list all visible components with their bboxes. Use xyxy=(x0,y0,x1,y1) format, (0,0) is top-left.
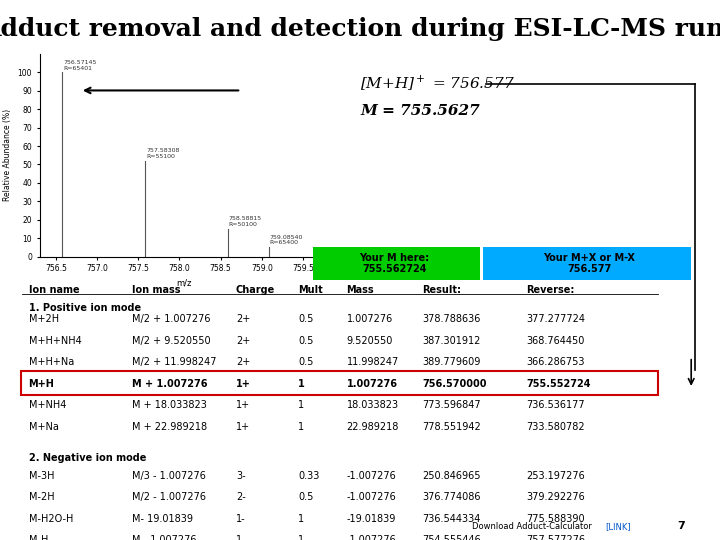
Text: 736.544334: 736.544334 xyxy=(423,514,481,524)
Text: 778.551942: 778.551942 xyxy=(423,422,481,431)
Text: 1: 1 xyxy=(298,514,305,524)
Text: 0.5: 0.5 xyxy=(298,336,313,346)
FancyBboxPatch shape xyxy=(483,247,695,280)
Text: 389.779609: 389.779609 xyxy=(423,357,481,367)
Text: 2+: 2+ xyxy=(236,336,250,346)
Text: 0.5: 0.5 xyxy=(298,314,313,324)
Text: M/2 - 1.007276: M/2 - 1.007276 xyxy=(132,492,206,502)
Text: -19.01839: -19.01839 xyxy=(346,514,396,524)
Text: 1: 1 xyxy=(298,379,305,389)
Text: 1: 1 xyxy=(298,535,305,540)
Text: M+2H: M+2H xyxy=(29,314,58,324)
Text: 9.520550: 9.520550 xyxy=(346,336,393,346)
Text: -1.007276: -1.007276 xyxy=(346,492,396,502)
Text: 368.764450: 368.764450 xyxy=(526,336,585,346)
Text: 0.5: 0.5 xyxy=(298,492,313,502)
Text: Charge: Charge xyxy=(236,285,275,295)
Text: 1-: 1- xyxy=(236,535,246,540)
Text: 250.846965: 250.846965 xyxy=(423,471,481,481)
Text: M-H2O-H: M-H2O-H xyxy=(29,514,73,524)
Text: M+H+Na: M+H+Na xyxy=(29,357,73,367)
Text: 733.580782: 733.580782 xyxy=(526,422,585,431)
Text: 0.33: 0.33 xyxy=(298,471,320,481)
Text: 18.033823: 18.033823 xyxy=(346,400,399,410)
Text: 253.197276: 253.197276 xyxy=(526,471,585,481)
Text: M/3 - 1.007276: M/3 - 1.007276 xyxy=(132,471,206,481)
Text: M-H: M-H xyxy=(29,535,48,540)
Text: [M+H]$^+$ = 756.577: [M+H]$^+$ = 756.577 xyxy=(360,74,515,93)
Text: M-2H: M-2H xyxy=(29,492,54,502)
Text: 1: 1 xyxy=(298,422,305,431)
Text: 2. Negative ion mode: 2. Negative ion mode xyxy=(29,453,146,463)
Text: M-3H: M-3H xyxy=(29,471,54,481)
FancyBboxPatch shape xyxy=(21,371,657,395)
Text: 379.292276: 379.292276 xyxy=(526,492,585,502)
Text: M- 19.01839: M- 19.01839 xyxy=(132,514,193,524)
Text: 1: 1 xyxy=(298,400,305,410)
Text: 366.286753: 366.286753 xyxy=(526,357,585,367)
Text: M+H+NH4: M+H+NH4 xyxy=(29,336,81,346)
Text: 1+: 1+ xyxy=(236,422,250,431)
Text: 773.596847: 773.596847 xyxy=(423,400,481,410)
Text: M/2 + 1.007276: M/2 + 1.007276 xyxy=(132,314,211,324)
Text: 3-: 3- xyxy=(236,471,246,481)
Text: Adduct removal and detection during ESI-LC-MS runs: Adduct removal and detection during ESI-… xyxy=(0,17,720,41)
Text: 1-: 1- xyxy=(236,514,246,524)
Text: 736.536177: 736.536177 xyxy=(526,400,585,410)
X-axis label: m/z: m/z xyxy=(176,279,192,288)
Text: M+Na: M+Na xyxy=(29,422,58,431)
Text: M + 1.007276: M + 1.007276 xyxy=(132,379,207,389)
Text: 0.5: 0.5 xyxy=(298,357,313,367)
Text: 1.007276: 1.007276 xyxy=(346,314,392,324)
Text: Your M here:
755.562724: Your M here: 755.562724 xyxy=(359,253,430,274)
Text: Mass: Mass xyxy=(346,285,374,295)
Text: M + 18.033823: M + 18.033823 xyxy=(132,400,207,410)
Text: 758.58815
R=50100: 758.58815 R=50100 xyxy=(229,216,262,227)
Text: 1+: 1+ xyxy=(236,379,251,389)
Text: Ion name: Ion name xyxy=(29,285,79,295)
Text: 378.788636: 378.788636 xyxy=(423,314,481,324)
Text: M/2 + 9.520550: M/2 + 9.520550 xyxy=(132,336,211,346)
Text: Result:: Result: xyxy=(423,285,462,295)
Text: M+H: M+H xyxy=(29,379,55,389)
Text: 755.552724: 755.552724 xyxy=(526,379,590,389)
Text: 2-: 2- xyxy=(236,492,246,502)
Text: 757.58308
R=55100: 757.58308 R=55100 xyxy=(146,148,179,159)
Text: M/2 + 11.998247: M/2 + 11.998247 xyxy=(132,357,217,367)
FancyBboxPatch shape xyxy=(310,247,480,280)
Text: Download Adduct-Calculator: Download Adduct-Calculator xyxy=(472,522,594,531)
Text: 387.301912: 387.301912 xyxy=(423,336,481,346)
Text: 11.998247: 11.998247 xyxy=(346,357,399,367)
Text: 2+: 2+ xyxy=(236,357,250,367)
Text: 1+: 1+ xyxy=(236,400,250,410)
Text: 759.08540
R=65400: 759.08540 R=65400 xyxy=(269,235,303,246)
Text: Reverse:: Reverse: xyxy=(526,285,575,295)
Text: 754.555446: 754.555446 xyxy=(423,535,481,540)
Text: 7: 7 xyxy=(677,521,685,531)
Text: M - 1.007276: M - 1.007276 xyxy=(132,535,197,540)
Text: M + 22.989218: M + 22.989218 xyxy=(132,422,207,431)
Text: Mult: Mult xyxy=(298,285,323,295)
Text: 2+: 2+ xyxy=(236,314,250,324)
Text: M+NH4: M+NH4 xyxy=(29,400,66,410)
Text: 756.57145
R=65401: 756.57145 R=65401 xyxy=(63,60,96,71)
Text: -1.007276: -1.007276 xyxy=(346,535,396,540)
Text: 1.007276: 1.007276 xyxy=(346,379,397,389)
Text: 22.989218: 22.989218 xyxy=(346,422,399,431)
Text: 376.774086: 376.774086 xyxy=(423,492,481,502)
Text: -1.007276: -1.007276 xyxy=(346,471,396,481)
Text: 756.570000: 756.570000 xyxy=(423,379,487,389)
Y-axis label: Relative Abundance (%): Relative Abundance (%) xyxy=(3,109,12,201)
Text: M = 755.5627: M = 755.5627 xyxy=(360,104,480,118)
Text: [LINK]: [LINK] xyxy=(605,522,631,531)
Text: 757.577276: 757.577276 xyxy=(526,535,585,540)
Text: Your M+X or M-X
756.577: Your M+X or M-X 756.577 xyxy=(543,253,635,274)
Text: 775.588390: 775.588390 xyxy=(526,514,585,524)
Text: 1. Positive ion mode: 1. Positive ion mode xyxy=(29,303,140,313)
Text: 377.277724: 377.277724 xyxy=(526,314,585,324)
Text: Ion mass: Ion mass xyxy=(132,285,181,295)
